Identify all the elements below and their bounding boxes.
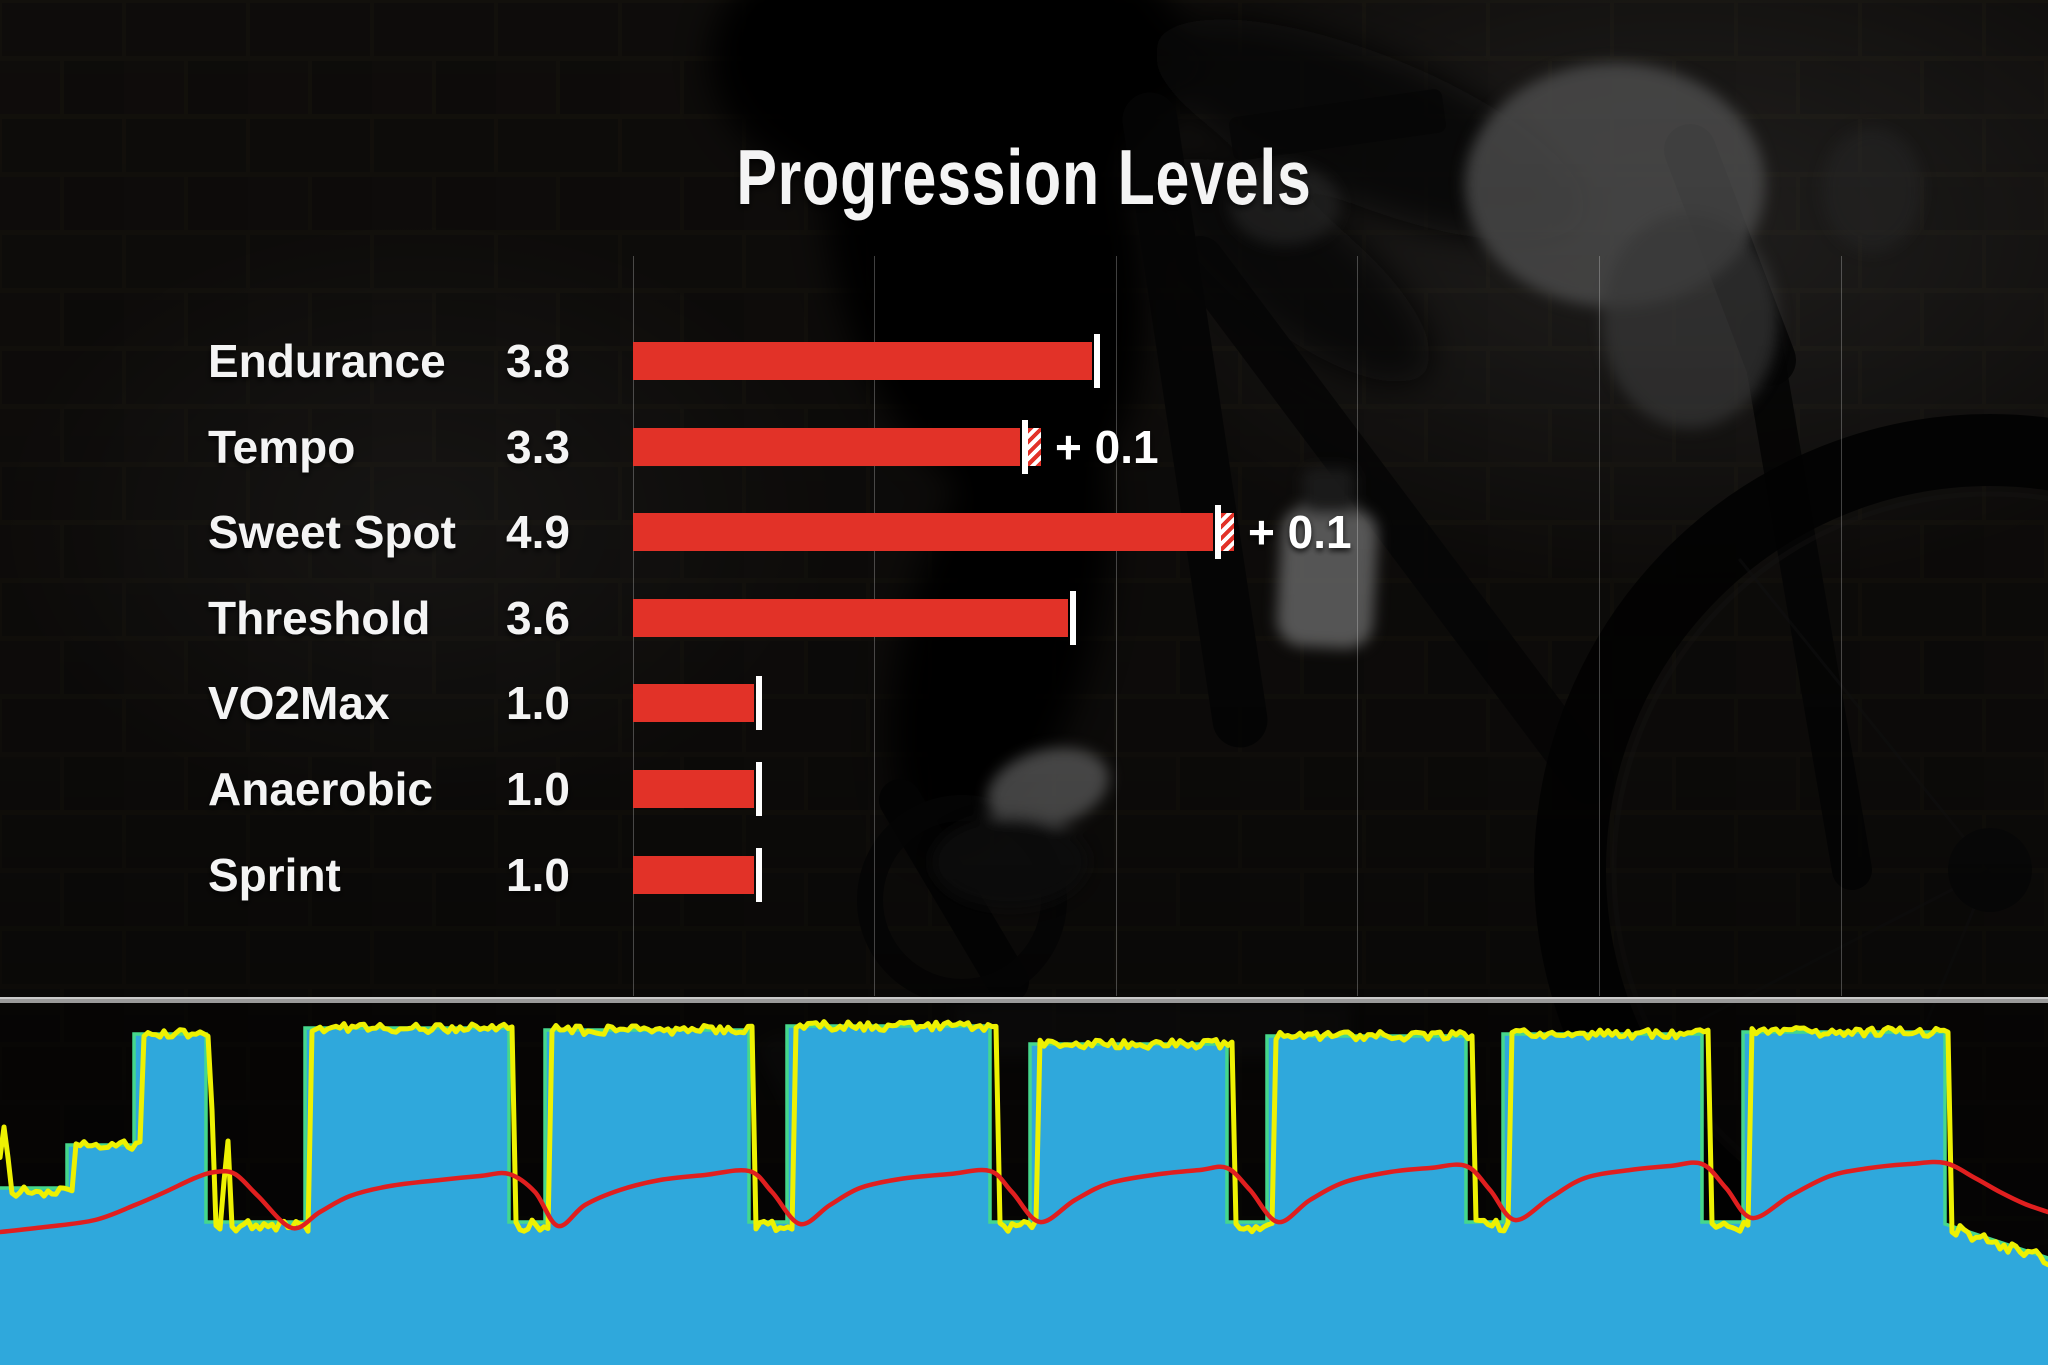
- bar-row: Sprint 1.0: [0, 848, 2048, 902]
- gridline: [1598, 256, 1600, 996]
- gain-hatch: [1028, 428, 1041, 466]
- level-end-tick: [756, 848, 762, 902]
- bar-row: Anaerobic 1.0: [0, 762, 2048, 816]
- gain-hatch: [1221, 513, 1234, 551]
- bar-label: VO2Max: [208, 677, 390, 729]
- bar-label: Tempo: [208, 421, 356, 473]
- bar-row: Endurance 3.8: [0, 334, 2048, 388]
- page-title: Progression Levels: [736, 133, 1312, 221]
- level-bar: [633, 428, 1020, 466]
- level-end-tick: [1070, 591, 1076, 645]
- level-end-tick: [1215, 505, 1221, 559]
- level-bar: [633, 599, 1068, 637]
- bar-value: 3.8: [506, 335, 570, 387]
- bar-value: 3.3: [506, 421, 570, 473]
- gain-label: + 0.1: [1248, 506, 1352, 558]
- level-end-tick: [756, 676, 762, 730]
- bar-value: 4.9: [506, 506, 570, 558]
- gridline: [1357, 256, 1359, 996]
- level-bar: [633, 684, 754, 722]
- bar-row: Tempo 3.3 + 0.1: [0, 420, 2048, 474]
- section-separator-line: [0, 997, 2048, 1003]
- gridline: [1840, 256, 1842, 996]
- gain-label: + 0.1: [1055, 421, 1159, 473]
- bar-value: 1.0: [506, 677, 570, 729]
- bar-value: 1.0: [506, 763, 570, 815]
- level-bar: [633, 513, 1213, 551]
- level-end-tick: [1022, 420, 1028, 474]
- level-bar: [633, 856, 754, 894]
- gridline: [1115, 256, 1117, 996]
- level-bar: [633, 342, 1092, 380]
- level-end-tick: [756, 762, 762, 816]
- bar-label: Sweet Spot: [208, 506, 456, 558]
- level-bar: [633, 770, 754, 808]
- bar-label: Threshold: [208, 592, 431, 644]
- bar-value: 1.0: [506, 849, 570, 901]
- bar-label: Endurance: [208, 335, 446, 387]
- bar-label: Sprint: [208, 849, 341, 901]
- bar-value: 3.6: [506, 592, 570, 644]
- bar-row: Threshold 3.6: [0, 591, 2048, 645]
- bar-label: Anaerobic: [208, 763, 433, 815]
- bar-row: Sweet Spot 4.9 + 0.1: [0, 505, 2048, 559]
- bar-row: VO2Max 1.0: [0, 676, 2048, 730]
- level-end-tick: [1094, 334, 1100, 388]
